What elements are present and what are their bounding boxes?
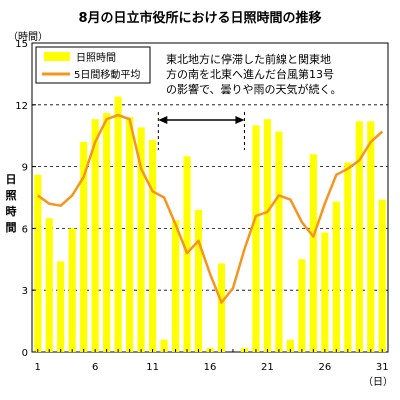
bar-day-8 <box>114 96 122 352</box>
bar-day-29 <box>355 121 363 352</box>
chart-title: 8月の日立市役所における日照時間の推移 <box>78 10 321 26</box>
bar-day-22 <box>275 131 283 352</box>
bar-day-1 <box>34 174 42 352</box>
bar-day-9 <box>126 117 134 352</box>
y-axis-label-char: 間 <box>6 221 17 234</box>
annotation-line-1: 東北地方に停滞した前線と関東地 <box>166 52 331 66</box>
y-tick-label: 0 <box>22 348 28 359</box>
x-tick-label: 1 <box>35 362 41 373</box>
bar-day-30 <box>367 121 375 352</box>
legend-label-bar: 日照時間 <box>76 52 116 64</box>
bar-day-25 <box>309 154 317 352</box>
annotation-line-2: 方の南を北東へ進んだ台風第13号 <box>166 67 334 81</box>
x-tick-label: 11 <box>146 362 159 373</box>
x-tick-label: 31 <box>376 362 389 373</box>
legend: 日照時間 5日間移動平均 <box>35 46 151 84</box>
bar-day-20 <box>252 125 260 353</box>
x-tick-label: 6 <box>92 362 98 373</box>
y-tick-label: 12 <box>15 101 28 112</box>
annotation-arrow-head-right <box>235 116 245 124</box>
bar-day-27 <box>332 201 340 352</box>
bar-day-3 <box>57 261 65 352</box>
bar-day-12 <box>160 339 168 352</box>
bar-day-2 <box>45 218 53 352</box>
y-axis-label-char: 日 <box>6 173 17 186</box>
y-axis-label-char: 時 <box>6 204 17 218</box>
bar-day-6 <box>91 119 99 352</box>
x-tick-label: 26 <box>318 362 331 373</box>
bar-day-5 <box>80 141 88 352</box>
bar-day-11 <box>149 139 157 352</box>
grid <box>32 104 388 291</box>
bar-day-28 <box>344 162 352 352</box>
line-series <box>36 113 384 304</box>
bar-day-26 <box>321 232 329 352</box>
bar-day-17 <box>217 263 226 352</box>
y-axis-label: 日照時間 <box>6 173 17 234</box>
y-tick-label: 6 <box>22 224 28 235</box>
bar-day-15 <box>194 209 203 352</box>
bar-day-7 <box>103 113 111 352</box>
y-tick-label: 9 <box>22 163 28 174</box>
x-unit-label: （日） <box>363 376 393 388</box>
bar-day-4 <box>68 228 76 352</box>
x-axis: 1 6 11 16 21 26 31 <box>35 349 389 373</box>
annotation: 東北地方に停滞した前線と関東地 方の南を北東へ進んだ台風第13号 の影響で、曇り… <box>157 52 342 150</box>
y-axis-label-char: 照 <box>6 189 17 202</box>
annotation-arrow-head-left <box>158 116 168 124</box>
annotation-line-3: の影響で、曇りや雨の天気が続く。 <box>166 82 342 96</box>
y-tick-label: 15 <box>15 39 28 50</box>
bar-day-23 <box>286 339 294 352</box>
bar-day-10 <box>137 127 145 353</box>
x-tick-label: 16 <box>204 362 217 373</box>
moving-average-line <box>36 113 384 304</box>
y-unit-label: （時間） <box>8 31 48 43</box>
bar-day-21 <box>263 119 271 352</box>
plot-area <box>31 42 389 353</box>
bar-day-24 <box>298 259 306 352</box>
bar-day-13 <box>171 220 180 352</box>
legend-swatch-bar <box>44 52 70 61</box>
y-tick-label: 3 <box>22 286 28 297</box>
x-tick-label: 21 <box>261 362 274 373</box>
y-axis: 0 3 6 9 12 15 <box>15 39 36 359</box>
bar-day-31 <box>378 199 386 352</box>
legend-label-line: 5日間移動平均 <box>74 68 140 81</box>
